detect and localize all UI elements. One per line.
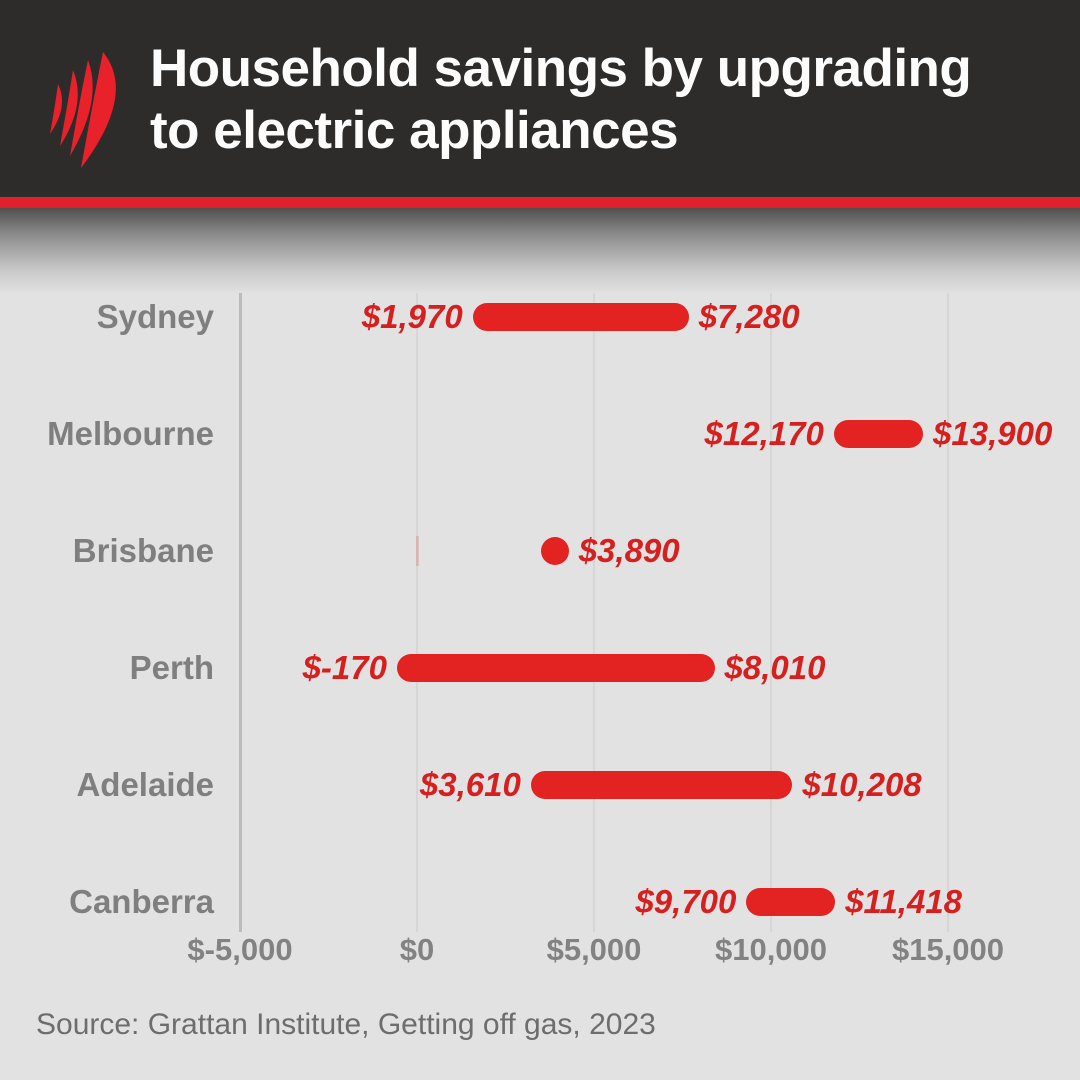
faint-zero-tick <box>416 536 419 566</box>
value-label-low: $12,170 <box>704 415 824 452</box>
value-label-low: $3,610 <box>419 766 521 803</box>
x-gridline <box>770 293 772 932</box>
value-label-high: $13,900 <box>933 415 1053 452</box>
header-fade-gradient <box>0 208 1080 294</box>
range-bar <box>833 420 924 448</box>
brand-red-divider <box>0 197 1080 208</box>
range-bar <box>530 771 793 799</box>
range-bar <box>396 654 715 682</box>
category-label: Perth <box>129 649 214 686</box>
x-tick-label: $5,000 <box>546 932 642 967</box>
range-bar <box>472 303 689 331</box>
category-label: Canberra <box>69 883 214 920</box>
value-label-low: $9,700 <box>635 883 737 920</box>
value-label: $3,890 <box>578 532 680 569</box>
source-note: Source: Grattan Institute, Getting off g… <box>36 1008 656 1041</box>
x-gridline <box>593 293 595 932</box>
chart-title: Household savings by upgrading to electr… <box>150 38 1050 162</box>
x-tick-label: $-5,000 <box>187 932 293 967</box>
range-bar <box>746 888 836 916</box>
x-gridline <box>947 293 949 932</box>
x-tick-label: $0 <box>399 932 435 967</box>
category-label: Sydney <box>96 298 214 335</box>
value-label-high: $7,280 <box>698 298 800 335</box>
x-tick-label: $15,000 <box>891 932 1005 967</box>
category-label: Brisbane <box>72 532 214 569</box>
value-label-low: $-170 <box>302 649 387 686</box>
x-tick-label: $10,000 <box>714 932 828 967</box>
header: Household savings by upgrading to electr… <box>0 0 1080 197</box>
chart-title-line1: Household savings by upgrading <box>150 39 972 98</box>
x-gridline <box>416 293 418 932</box>
value-label-low: $1,970 <box>361 298 463 335</box>
category-label: Melbourne <box>47 415 214 452</box>
value-dot <box>540 537 569 565</box>
value-label-high: $10,208 <box>802 766 922 803</box>
chart-title-line2: to electric appliances <box>150 101 679 160</box>
value-label-high: $8,010 <box>724 649 826 686</box>
category-label: Adelaide <box>76 766 214 803</box>
sbs-logo-icon <box>50 52 116 168</box>
y-axis-line <box>239 293 242 932</box>
value-label-high: $11,418 <box>845 883 963 920</box>
